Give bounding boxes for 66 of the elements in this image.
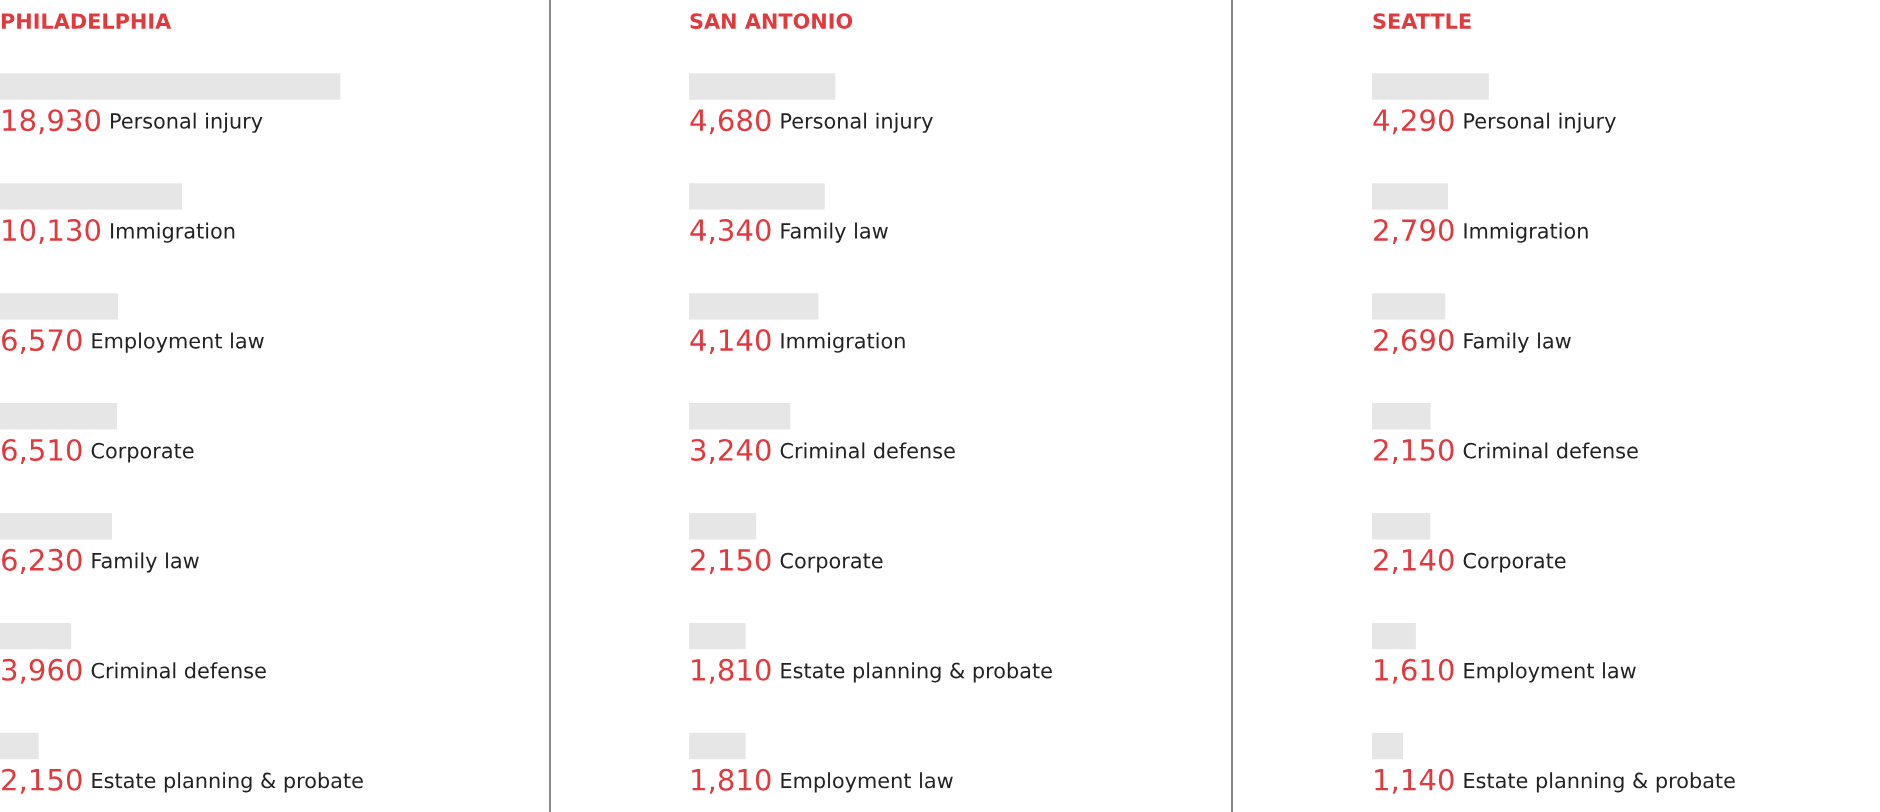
y-tick-label: Corporate (91, 442, 194, 463)
y-tick-label: Corporate (1463, 552, 1566, 573)
data-label: 1,140 (1375, 768, 1454, 794)
data-label: 3,960 (2, 658, 82, 684)
data-label: 2,140 (1374, 548, 1454, 574)
bar (1372, 403, 1431, 430)
bar (1372, 293, 1446, 320)
y-tick-label: Personal injury (781, 112, 933, 133)
y-tick-label: Estate planning & probate (1464, 772, 1735, 793)
y-tick-label: Employment law (781, 772, 953, 793)
bar (689, 403, 791, 430)
bar (0, 293, 119, 320)
data-label: 18,930 (3, 109, 101, 135)
y-tick-label: Criminal defense (780, 442, 955, 459)
bar (689, 512, 757, 540)
data-label: 6,230 (2, 548, 82, 574)
data-label: 4,680 (690, 109, 771, 135)
data-label: 10,130 (3, 219, 101, 245)
data-label: 4,340 (690, 219, 771, 245)
data-label: 6,510 (2, 438, 82, 464)
data-label: 2,150 (1374, 438, 1454, 464)
y-tick-label: Estate planning & probate (781, 662, 1052, 683)
bar (689, 732, 746, 760)
y-tick-label: Family law (781, 222, 888, 243)
bar (1372, 183, 1448, 210)
y-tick-label: Criminal defense (1463, 442, 1638, 459)
y-tick-label: Corporate (780, 552, 883, 573)
data-label: 4,290 (1373, 109, 1454, 135)
chart-title: SEATTLE (1373, 13, 1471, 29)
data-label: 2,790 (1374, 219, 1454, 245)
data-label: 2,150 (2, 768, 82, 794)
data-label: 1,610 (1375, 658, 1454, 684)
data-label: 1,810 (692, 768, 771, 794)
data-label: 3,240 (691, 438, 771, 464)
bar (0, 622, 72, 650)
chart-title: SAN ANTONIO (690, 13, 853, 29)
y-tick-label: Estate planning & probate (92, 772, 363, 793)
y-tick-label: Employment law (92, 332, 264, 353)
data-label: 1,810 (692, 658, 771, 684)
bar (689, 183, 825, 210)
y-tick-label: Family law (92, 552, 199, 573)
bar (1372, 732, 1404, 760)
bar (0, 183, 183, 210)
y-tick-label: Family law (1464, 332, 1571, 353)
bar (689, 622, 746, 650)
data-label: 2,150 (691, 548, 771, 574)
y-tick-label: Criminal defense (91, 662, 266, 679)
y-tick-label: Immigration (111, 222, 235, 243)
bar (0, 73, 341, 100)
chart-title: PHILADELPHIA (1, 13, 172, 29)
y-tick-label: Personal injury (111, 112, 263, 133)
bar (689, 293, 819, 320)
bar (1372, 512, 1431, 540)
bar (1372, 73, 1489, 100)
y-tick-label: Immigration (781, 332, 905, 353)
y-tick-label: Employment law (1464, 662, 1636, 683)
data-label: 6,570 (2, 329, 82, 355)
y-tick-label: Immigration (1464, 222, 1588, 243)
bar (0, 732, 39, 760)
bar (0, 512, 113, 540)
data-label: 4,140 (690, 329, 771, 355)
bar (1372, 622, 1416, 650)
bar (0, 403, 118, 430)
y-tick-label: Personal injury (1464, 112, 1616, 133)
bar (689, 73, 836, 100)
data-label: 2,690 (1374, 329, 1454, 355)
